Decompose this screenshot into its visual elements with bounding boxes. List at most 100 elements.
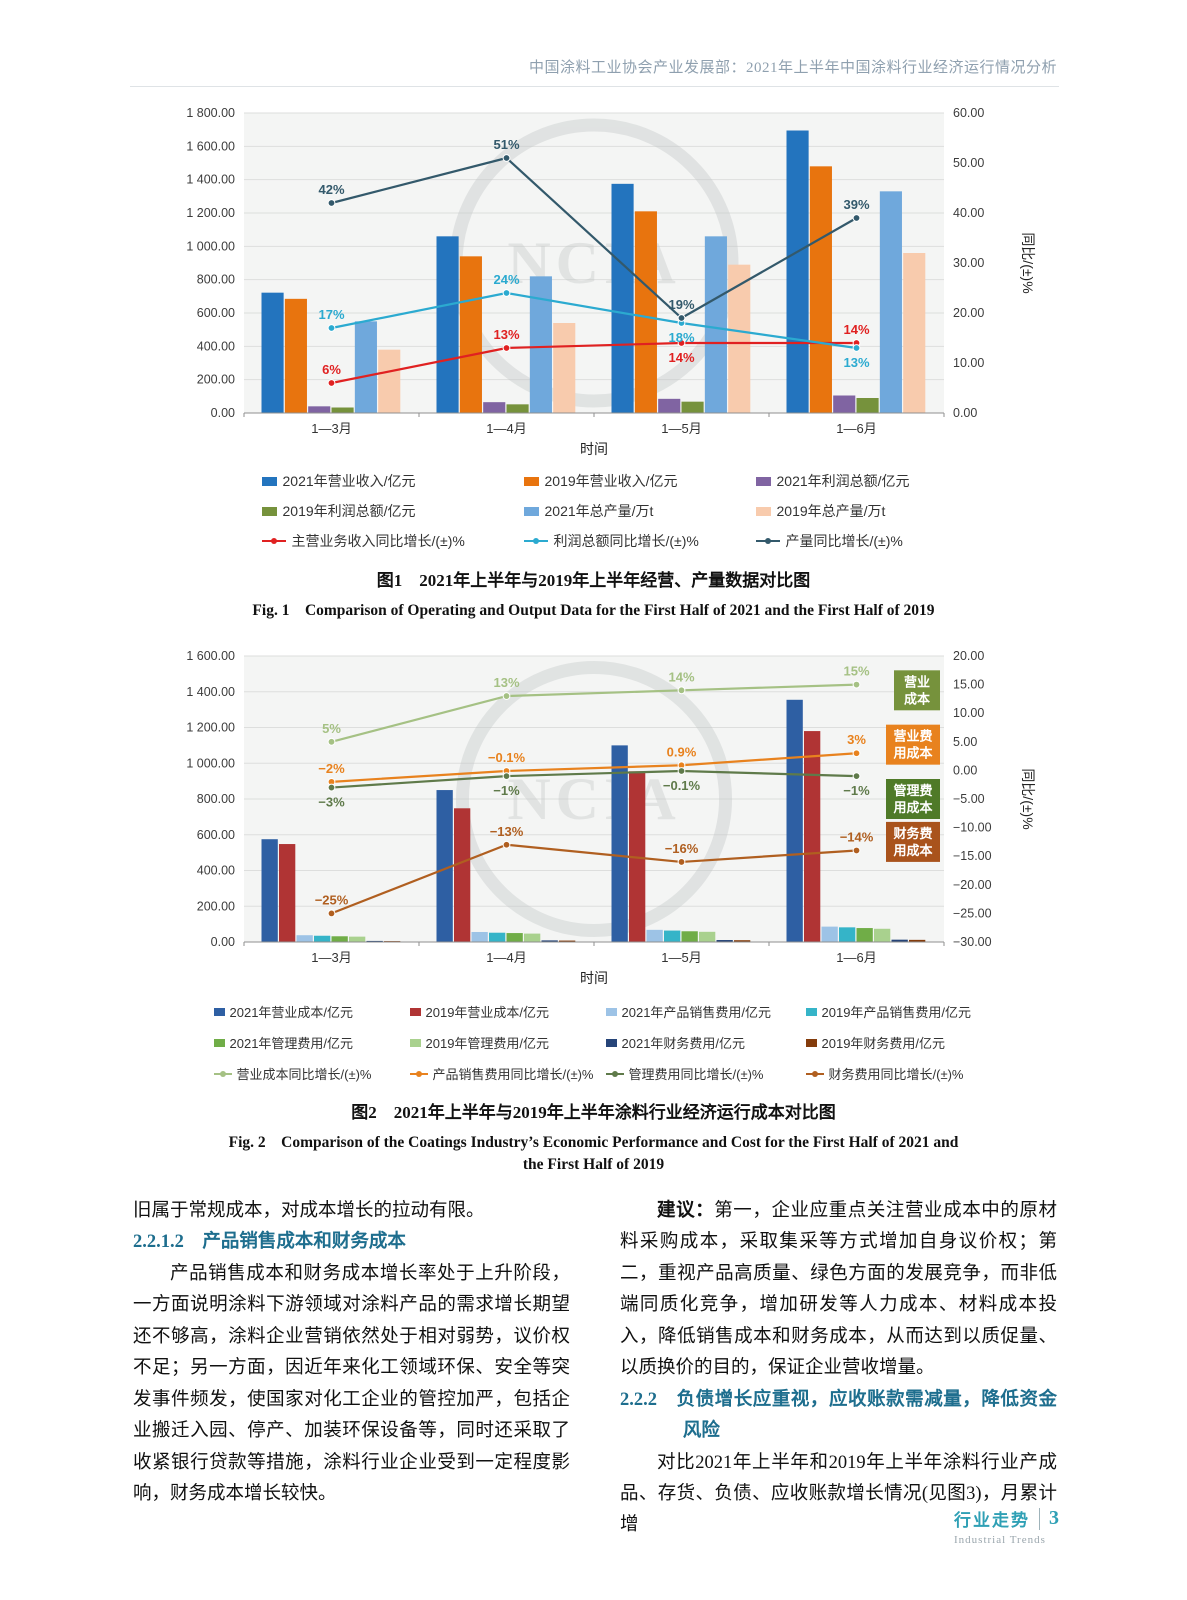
svg-text:−0.1%: −0.1% (662, 778, 700, 793)
fig2-caption-zh: 图2 2021年上半年与2019年上半年涂料行业经济运行成本对比图 (351, 1103, 836, 1122)
svg-text:1 600.00: 1 600.00 (186, 649, 235, 663)
svg-text:1—3月: 1—3月 (311, 950, 351, 965)
svg-text:成本: 成本 (903, 691, 929, 706)
legend-item: 营业成本同比增长/(±)% (213, 1064, 410, 1083)
svg-text:−20.00: −20.00 (953, 878, 992, 892)
svg-text:14%: 14% (843, 322, 869, 337)
legend-item: 主营业务收入同比增长/(±)% (261, 531, 524, 551)
svg-text:时间: 时间 (580, 970, 608, 986)
legend-label: 2019年财务费用/亿元 (821, 1036, 946, 1051)
legend-label: 管理费用同比增长/(±)% (628, 1067, 764, 1082)
footer-section-zh: 行业走势 (954, 1511, 1030, 1530)
legend-item: 2019年营业成本/亿元 (409, 1002, 606, 1021)
legend-label: 2021年营业收入/亿元 (282, 473, 416, 489)
svg-text:1 200.00: 1 200.00 (186, 206, 235, 220)
legend-bar-swatch (805, 1007, 817, 1016)
svg-text:1 200.00: 1 200.00 (186, 721, 235, 735)
svg-text:管理费: 管理费 (893, 783, 932, 798)
svg-text:−1%: −1% (493, 783, 520, 798)
legend-label: 2021年总产量/万t (544, 503, 654, 519)
legend-label: 2021年利润总额/亿元 (776, 473, 910, 489)
svg-text:−14%: −14% (839, 829, 873, 844)
svg-text:−3%: −3% (318, 795, 345, 810)
svg-text:用成本: 用成本 (892, 843, 932, 858)
svg-text:51%: 51% (493, 137, 519, 152)
svg-text:5%: 5% (322, 721, 341, 736)
svg-text:同比/(±)%: 同比/(±)% (1020, 768, 1036, 829)
legend-bar-swatch (409, 1038, 421, 1047)
svg-text:−16%: −16% (664, 841, 698, 856)
fig2-caption-en-line1: Fig. 2 Comparison of the Coatings Indust… (228, 1134, 959, 1151)
fig1-caption-en: Fig. 1 Comparison of Operating and Outpu… (252, 602, 935, 619)
svg-text:−15.00: −15.00 (953, 849, 992, 863)
svg-text:1—6月: 1—6月 (836, 421, 876, 436)
page-footer: 行业走势 3 Industrial Trends (954, 1506, 1059, 1546)
svg-text:用成本: 用成本 (892, 746, 932, 761)
svg-text:15%: 15% (843, 664, 869, 679)
svg-text:19%: 19% (668, 297, 694, 312)
legend-label: 2019年总产量/万t (776, 503, 886, 519)
figure-1: 0.00 200.00 400.00 600.00 800.00 1 000.00 1 20… (152, 97, 1036, 620)
legend-item: 管理费用同比增长/(±)% (605, 1064, 806, 1083)
advice-paragraph: 建议：第一，企业应重点关注营业成本中的原材料采购成本，采取集采等方式增加自身议价… (620, 1196, 1057, 1385)
legend-label: 2019年利润总额/亿元 (282, 503, 416, 519)
legend-bar-swatch (261, 506, 277, 516)
svg-text:1 000.00: 1 000.00 (186, 239, 235, 253)
left-column: 旧属于常规成本，对成本增长的拉动有限。 2.2.1.2 产品销售成本和财务成本 … (133, 1196, 570, 1542)
legend-item: 2019年利润总额/亿元 (261, 501, 524, 521)
svg-text:400.00: 400.00 (196, 339, 234, 353)
svg-text:400.00: 400.00 (196, 864, 234, 878)
svg-text:15.00: 15.00 (953, 678, 984, 692)
page-number: 3 (1049, 1507, 1059, 1529)
legend-line-marker (805, 1069, 824, 1079)
legend-bar-swatch (605, 1007, 617, 1016)
legend-label: 2021年产品销售费用/亿元 (621, 1005, 772, 1020)
svg-text:10.00: 10.00 (953, 356, 984, 370)
svg-text:10.00: 10.00 (953, 706, 984, 720)
legend-label: 2019年管理费用/亿元 (425, 1036, 550, 1051)
footer-section-en: Industrial Trends (954, 1534, 1046, 1546)
svg-text:0.00: 0.00 (953, 763, 977, 777)
advice-text: 第一，企业应重点关注营业成本中的原材料采购成本，采取集采等方式增加自身议价权；第… (620, 1201, 1057, 1379)
fig1-caption-zh: 图1 2021年上半年与2019年上半年经营、产量数据对比图 (376, 571, 811, 590)
legend-bar-swatch (605, 1038, 617, 1047)
legend-line-marker (409, 1069, 428, 1079)
legend-bar-swatch (261, 476, 277, 486)
svg-text:14%: 14% (668, 669, 694, 684)
svg-text:0.00: 0.00 (210, 935, 234, 949)
legend-item: 2019年产品销售费用/亿元 (805, 1002, 1036, 1021)
legend-label: 2019年营业成本/亿元 (425, 1005, 550, 1020)
svg-text:−30.00: −30.00 (953, 935, 992, 949)
legend-item: 财务费用同比增长/(±)% (805, 1064, 1036, 1083)
legend-label: 2019年产品销售费用/亿元 (821, 1005, 972, 1020)
legend-item: 产品销售费用同比增长/(±)% (409, 1064, 606, 1083)
svg-text:13%: 13% (493, 675, 519, 690)
svg-text:1 600.00: 1 600.00 (186, 139, 235, 153)
legend-label: 财务费用同比增长/(±)% (828, 1067, 964, 1082)
legend-label: 2019年营业收入/亿元 (544, 473, 678, 489)
legend-item: 2021年财务费用/亿元 (605, 1033, 806, 1052)
legend-item: 2019年管理费用/亿元 (409, 1033, 606, 1052)
svg-text:1 400.00: 1 400.00 (186, 685, 235, 699)
svg-text:600.00: 600.00 (196, 828, 234, 842)
svg-text:13%: 13% (843, 355, 869, 370)
legend-line-marker (605, 1069, 624, 1079)
svg-text:−2%: −2% (318, 761, 345, 776)
svg-text:用成本: 用成本 (892, 800, 932, 815)
svg-text:60.00: 60.00 (953, 106, 984, 120)
svg-text:39%: 39% (843, 197, 869, 212)
svg-text:50.00: 50.00 (953, 156, 984, 170)
legend-item: 2021年管理费用/亿元 (213, 1033, 410, 1052)
svg-text:3%: 3% (847, 732, 866, 747)
svg-text:营业: 营业 (903, 674, 929, 689)
legend-label: 产量同比增长/(±)% (785, 533, 903, 549)
legend-item: 利润总额同比增长/(±)% (523, 531, 756, 551)
legend-label: 产品销售费用同比增长/(±)% (432, 1067, 594, 1082)
legend-item: 2019年营业收入/亿元 (523, 471, 756, 491)
svg-text:营业费: 营业费 (893, 729, 932, 744)
body-text: 旧属于常规成本，对成本增长的拉动有限。 2.2.1.2 产品销售成本和财务成本 … (133, 1196, 1057, 1542)
legend-bar-swatch (409, 1007, 421, 1016)
svg-text:800.00: 800.00 (196, 273, 234, 287)
legend-item: 产量同比增长/(±)% (755, 531, 1036, 551)
